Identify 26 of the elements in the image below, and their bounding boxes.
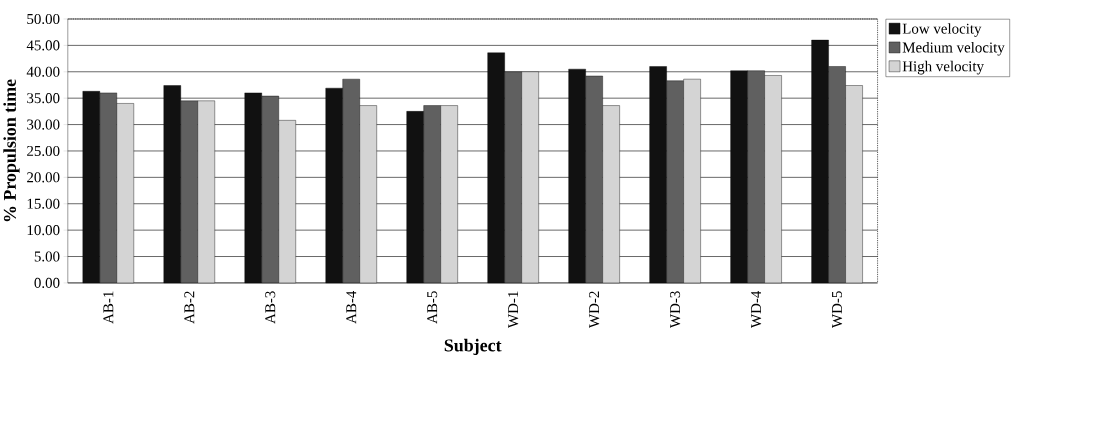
x-tick-label: AB-3 xyxy=(265,291,276,324)
legend-label: Medium velocity xyxy=(902,42,1005,56)
x-tick-label: AB-2 xyxy=(184,291,195,324)
x-tick-label: WD-5 xyxy=(832,291,843,329)
y-tick-label: 10.00 xyxy=(27,225,60,236)
y-tick-label: 25.00 xyxy=(27,145,60,157)
y-tick-label: 0.00 xyxy=(34,277,60,289)
x-tick-label: WD-1 xyxy=(508,291,519,329)
y-tick-label: 5.00 xyxy=(34,251,60,262)
y-tick-label: 20.00 xyxy=(27,172,60,183)
y-axis-title: % Propulsion time xyxy=(3,79,20,222)
y-tick-label: 30.00 xyxy=(27,119,60,130)
x-tick-label: AB-4 xyxy=(346,290,357,324)
y-tick-label: 45.00 xyxy=(26,40,60,51)
y-tick-label: 15.00 xyxy=(27,198,60,209)
x-tick-label: AB-1 xyxy=(103,291,114,324)
y-tick-label: 35.00 xyxy=(27,93,60,104)
x-tick-label: AB-5 xyxy=(427,291,438,324)
x-tick-label: WD-2 xyxy=(589,291,600,329)
x-tick-label: WD-3 xyxy=(670,291,681,329)
y-tick-label: 40.00 xyxy=(26,66,60,77)
legend-label: High velocity xyxy=(902,60,984,75)
y-tick-label: 50.00 xyxy=(27,13,60,25)
x-axis-title: Subject xyxy=(444,338,502,356)
x-tick-label: WD-4 xyxy=(751,290,762,329)
legend-label: Low velocity xyxy=(902,23,982,37)
